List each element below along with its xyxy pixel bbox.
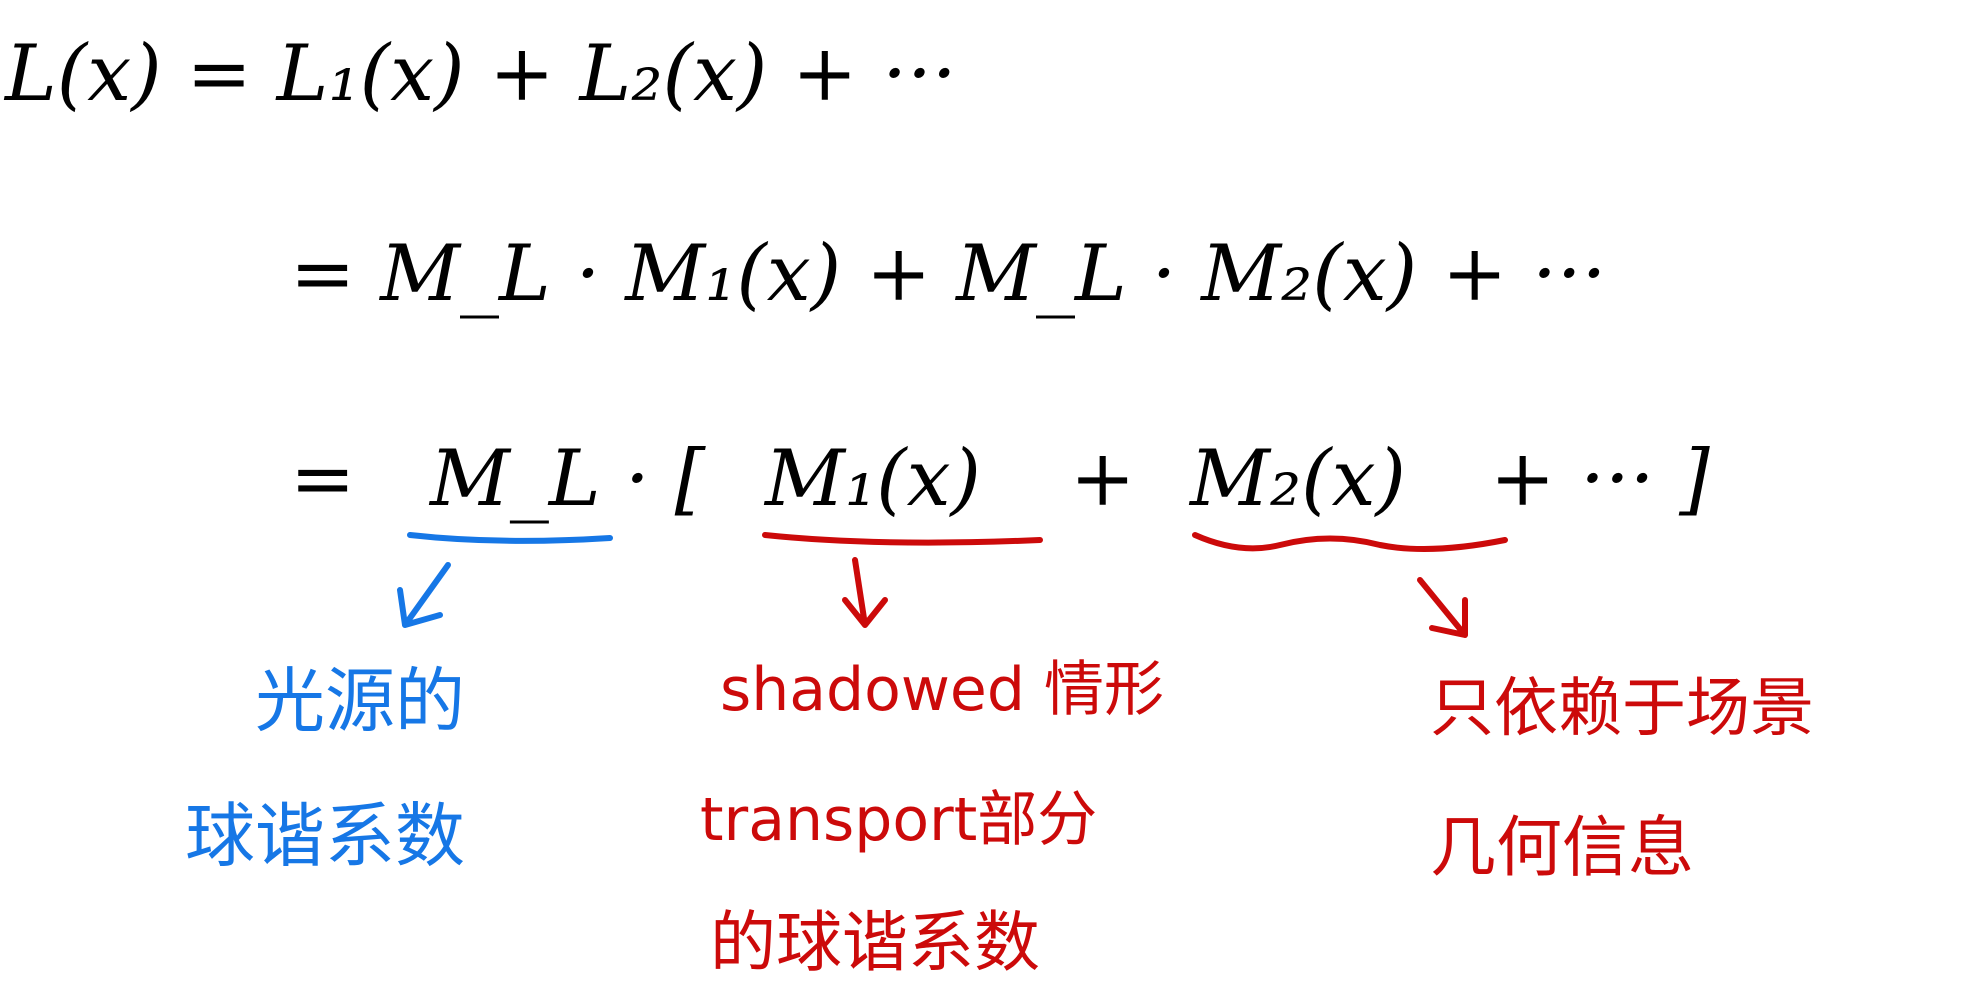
- blue-note-line-2: 球谐系数: [185, 795, 465, 877]
- blue-arrow-icon: [397, 562, 451, 628]
- equation-line-3-equals: =: [290, 434, 355, 524]
- equation-trailing-terms: + ··· ]: [1490, 434, 1710, 524]
- equation-m1-term: M₁(x): [763, 434, 981, 524]
- red-middle-note-line-1: shadowed 情形: [720, 655, 1164, 725]
- equation-line-2: = M_L · M₁(x) + M_L · M₂(x) + ···: [290, 229, 1606, 319]
- red-arrow-middle-icon: [842, 557, 888, 628]
- equation-plus: +: [1070, 434, 1135, 524]
- red-middle-note-line-2: transport部分: [700, 785, 1097, 855]
- red-right-note-line-1: 只依赖于场景: [1430, 672, 1814, 746]
- red-arrow-right-icon: [1417, 577, 1468, 638]
- m1-underline: [762, 532, 1043, 546]
- equation-ml-term: M_L: [428, 434, 601, 524]
- equation-line-1: L(x) = L₁(x) + L₂(x) + ···: [3, 29, 957, 119]
- red-right-note-line-2: 几何信息: [1430, 809, 1694, 886]
- equation-dot-bracket: · [: [625, 434, 707, 524]
- red-middle-note-line-3: 的球谐系数: [710, 904, 1040, 981]
- equation-m2-term: M₂(x): [1188, 434, 1406, 524]
- m2-underline: [1192, 532, 1508, 552]
- blue-note-line-1: 光源的: [255, 660, 465, 742]
- ml-underline: [407, 532, 613, 544]
